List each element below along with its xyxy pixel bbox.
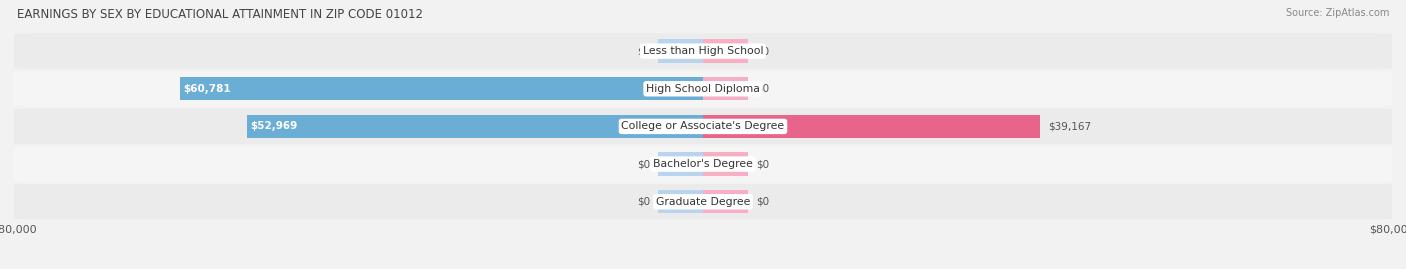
Text: EARNINGS BY SEX BY EDUCATIONAL ATTAINMENT IN ZIP CODE 01012: EARNINGS BY SEX BY EDUCATIONAL ATTAINMEN… [17, 8, 423, 21]
Bar [658, 190, 703, 213]
Bar [703, 190, 748, 213]
Text: Less than High School: Less than High School [643, 46, 763, 56]
Bar [658, 40, 703, 63]
FancyBboxPatch shape [7, 109, 1399, 144]
Text: $60,781: $60,781 [183, 84, 231, 94]
Text: $0: $0 [637, 197, 650, 207]
FancyBboxPatch shape [7, 146, 1399, 182]
Text: $0: $0 [637, 46, 650, 56]
Bar [658, 153, 703, 176]
Text: $0: $0 [756, 197, 769, 207]
Text: $39,167: $39,167 [1049, 121, 1091, 132]
Text: Bachelor's Degree: Bachelor's Degree [652, 159, 754, 169]
FancyBboxPatch shape [7, 71, 1399, 107]
Text: $52,969: $52,969 [250, 121, 298, 132]
Text: $0: $0 [637, 159, 650, 169]
FancyBboxPatch shape [7, 184, 1399, 220]
Bar [180, 77, 703, 100]
FancyBboxPatch shape [7, 33, 1399, 69]
Text: College or Associate's Degree: College or Associate's Degree [621, 121, 785, 132]
Text: Source: ZipAtlas.com: Source: ZipAtlas.com [1285, 8, 1389, 18]
Text: High School Diploma: High School Diploma [647, 84, 759, 94]
Text: $0: $0 [756, 84, 769, 94]
Bar [703, 40, 748, 63]
Bar [703, 115, 1040, 138]
Text: $0: $0 [756, 46, 769, 56]
Bar [247, 115, 703, 138]
Bar [703, 77, 748, 100]
Text: $0: $0 [756, 159, 769, 169]
Text: Graduate Degree: Graduate Degree [655, 197, 751, 207]
Bar [703, 153, 748, 176]
